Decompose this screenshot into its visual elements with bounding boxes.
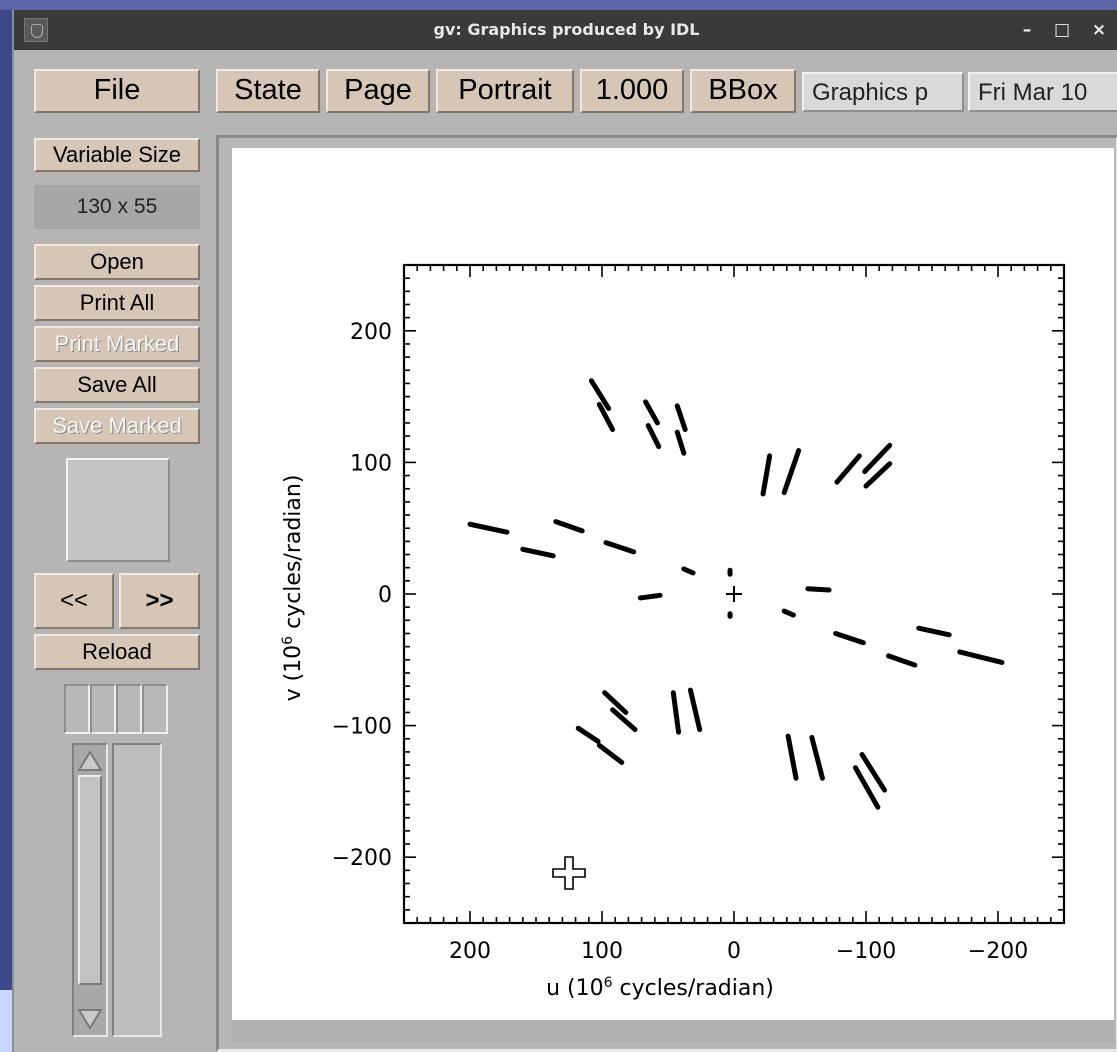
open-button[interactable]: Open (34, 244, 200, 280)
panner-area[interactable] (66, 458, 170, 562)
save-all-button[interactable]: Save All (34, 367, 200, 403)
uv-track (575, 725, 601, 744)
crosshair-cursor-icon (552, 856, 586, 890)
uv-track (785, 733, 799, 781)
maximize-button[interactable]: □ (1053, 20, 1071, 40)
x-axis-label: u (106 cycles/radian) (546, 975, 774, 1001)
y-axis-label: v (106 cycles/radian) (280, 475, 306, 702)
reload-button[interactable]: Reload (34, 634, 200, 670)
save-marked-button[interactable]: Save Marked (34, 408, 200, 444)
page-bottom-margin (232, 1020, 1114, 1042)
orientation-menu-button[interactable]: Portrait (436, 69, 574, 113)
previous-page-button[interactable]: << (34, 573, 114, 629)
uv-track (781, 608, 796, 618)
y-tick-label: 200 (350, 320, 392, 345)
uv-track (467, 521, 510, 535)
uv-track (588, 378, 612, 411)
uv-track (637, 592, 663, 601)
uv-track (852, 765, 881, 810)
uv-track (645, 423, 662, 450)
uv-track (602, 690, 629, 715)
title-bar[interactable]: gv: Graphics produced by IDL – □ × (14, 10, 1117, 50)
uv-track (687, 687, 703, 733)
file-menu-button[interactable]: File (34, 69, 200, 113)
scroll-down-arrow-icon[interactable] (76, 1007, 104, 1031)
gv-window: gv: Graphics produced by IDL – □ × File … (12, 10, 1117, 1052)
uv-track (610, 707, 638, 733)
size-mode-button[interactable]: Variable Size (34, 138, 200, 172)
uv-track (520, 546, 556, 559)
x-tick-label: 0 (727, 939, 741, 964)
x-tick-label: −100 (836, 939, 896, 964)
uv-track (760, 453, 773, 497)
mark-toggle-3[interactable] (116, 684, 142, 734)
uv-track (681, 566, 696, 576)
document-date-field: Fri Mar 10 (968, 72, 1117, 112)
document-title-field: Graphics p (802, 72, 964, 112)
scale-menu-button[interactable]: 1.000 (580, 69, 684, 113)
size-value-label: 130 x 55 (34, 185, 200, 229)
uv-tracks (467, 378, 1005, 810)
uv-track (781, 448, 802, 496)
uv-track (833, 630, 866, 646)
next-page-button[interactable]: >> (119, 573, 200, 629)
page-list-scrollbar[interactable] (72, 743, 108, 1037)
uv-track (916, 625, 952, 638)
document-page[interactable]: 200 100 0 −100 −200 200 100 0 −100 −200 u (106 cy… (232, 148, 1114, 1020)
page-menu-button[interactable]: Page (326, 69, 430, 113)
uv-track (805, 586, 832, 593)
x-tick-label: −200 (968, 939, 1028, 964)
uv-track (596, 742, 625, 765)
y-tick-label: 0 (378, 583, 392, 608)
x-tick-label: 200 (449, 939, 491, 964)
uv-track (957, 649, 1005, 665)
state-menu-button[interactable]: State (216, 69, 320, 113)
uv-track (674, 429, 687, 456)
print-marked-button[interactable]: Print Marked (34, 326, 200, 362)
tick-labels: 200 100 0 −100 −200 200 100 0 −100 −200 (332, 320, 1029, 964)
bbox-menu-button[interactable]: BBox (690, 69, 796, 113)
uv-track (885, 653, 918, 668)
uv-track (863, 461, 893, 489)
uv-track (643, 399, 660, 426)
mark-toggle-1[interactable] (64, 684, 90, 734)
uv-track (859, 752, 887, 793)
uv-track (553, 519, 585, 534)
desktop-top-strip (0, 0, 1117, 10)
uv-track (809, 734, 825, 781)
uv-track (834, 453, 862, 485)
uv-track (603, 540, 637, 555)
window-title: gv: Graphics produced by IDL (433, 20, 700, 39)
uv-coverage-plot: 200 100 0 −100 −200 200 100 0 −100 −200 u (106 cy… (280, 263, 1066, 1001)
uv-track (862, 442, 893, 475)
plot-frame (402, 263, 1066, 925)
desktop-background-edge (0, 990, 12, 1052)
mark-toggle-4[interactable] (142, 684, 168, 734)
uv-track (596, 401, 616, 432)
scroll-thumb[interactable] (78, 775, 102, 985)
x-tick-label: 100 (581, 939, 623, 964)
page-list[interactable] (112, 743, 162, 1037)
uv-track (670, 690, 682, 735)
y-tick-label: −200 (332, 846, 392, 871)
y-tick-label: −100 (332, 715, 392, 740)
scroll-up-arrow-icon[interactable] (76, 749, 104, 773)
close-button[interactable]: × (1091, 20, 1107, 40)
app-icon[interactable] (24, 18, 48, 42)
minimize-button[interactable]: – (1022, 20, 1032, 40)
uv-track (674, 403, 688, 432)
y-tick-label: 100 (350, 451, 392, 476)
mark-toggle-2[interactable] (90, 684, 116, 734)
print-all-button[interactable]: Print All (34, 285, 200, 321)
